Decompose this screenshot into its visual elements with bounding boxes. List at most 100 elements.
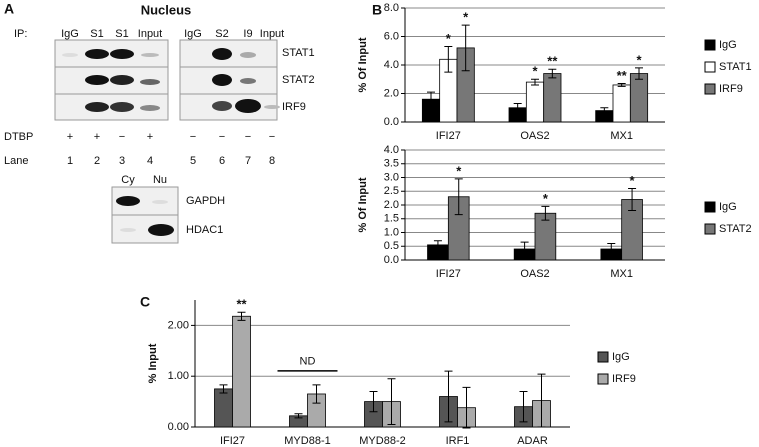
panel-label: C: [140, 294, 150, 310]
dtbp-sign: −: [119, 131, 125, 143]
legend-label: IgG: [719, 39, 737, 51]
panel-label: A: [4, 1, 14, 17]
protein-label: STAT1: [282, 47, 315, 59]
lane-number: 2: [94, 155, 100, 167]
lane-row-label: Lane: [4, 155, 28, 167]
legend-label: STAT2: [719, 223, 752, 235]
dtbp-sign: −: [269, 131, 275, 143]
error-bar: [433, 240, 442, 250]
x-tick-label: MYD88-2: [359, 435, 405, 447]
note-label: ND: [300, 356, 316, 368]
legend-swatch: [704, 83, 716, 95]
y-tick-label: 8.0: [384, 2, 399, 14]
dtbp-sign: +: [67, 131, 73, 143]
x-tick-label: IFI27: [436, 268, 461, 280]
legend-swatch: [704, 61, 716, 73]
y-tick-label: 3.5: [384, 158, 399, 170]
significance-label: *: [543, 191, 549, 206]
significance-label: *: [630, 173, 636, 188]
dtbp-sign: +: [147, 131, 153, 143]
dtbp-label: DTBP: [4, 131, 33, 143]
error-bar: [519, 390, 528, 423]
y-tick-label: 6.0: [384, 30, 399, 42]
y-tick-label: 2.5: [384, 185, 399, 197]
fraction-label: Cy: [121, 174, 135, 186]
legend-swatch: [704, 39, 716, 51]
x-tick-label: MYD88-1: [284, 435, 330, 447]
error-bar: [617, 83, 626, 87]
error-bar: [607, 243, 616, 255]
lane-number: 7: [245, 155, 251, 167]
error-bar: [537, 373, 546, 428]
significance-label: *: [532, 64, 538, 79]
lane-label: Input: [260, 28, 284, 40]
legend-swatch: [704, 223, 716, 235]
error-bar: [444, 45, 453, 73]
legend-label: IRF9: [719, 83, 743, 95]
lane-number: 8: [269, 155, 275, 167]
blot-title: Nucleus: [141, 2, 192, 17]
lane-label: I9: [243, 28, 252, 40]
y-axis-label: % Of Input: [357, 177, 369, 232]
legend-label: IRF9: [612, 373, 636, 385]
x-tick-label: IRF1: [446, 435, 470, 447]
y-tick-label: 4.0: [384, 59, 399, 71]
lane-number: 6: [219, 155, 225, 167]
error-bar: [541, 205, 550, 221]
x-tick-label: IFI27: [220, 435, 245, 447]
lane-label: S1: [115, 28, 128, 40]
dtbp-sign: +: [94, 131, 100, 143]
x-tick-label: IFI27: [436, 130, 461, 142]
error-bar: [237, 311, 246, 321]
significance-label: *: [463, 10, 469, 25]
y-tick-label: 0.0: [384, 254, 399, 266]
dtbp-sign: −: [190, 131, 196, 143]
y-tick-label: 4.0: [384, 144, 399, 156]
error-bar: [294, 413, 303, 419]
x-tick-label: MX1: [610, 130, 633, 142]
error-bar: [548, 68, 557, 79]
error-bar: [454, 178, 463, 216]
blot: [54, 39, 280, 121]
protein-label: STAT2: [282, 74, 315, 86]
fraction-blot: [111, 186, 179, 244]
error-bar: [369, 390, 378, 413]
x-tick-label: MX1: [610, 268, 633, 280]
lane-label: IgG: [184, 28, 202, 40]
y-tick-label: 3.0: [384, 171, 399, 183]
y-tick-label: 0.0: [384, 116, 399, 128]
protein-label: IRF9: [282, 101, 306, 113]
y-tick-label: 1.0: [384, 226, 399, 238]
lane-labels: IgG S1 S1 Input IgG S2 I9 Input: [61, 28, 284, 40]
lane-number: 5: [190, 155, 196, 167]
bar: [232, 315, 251, 428]
error-bar: [462, 386, 471, 429]
y-tick-label: 2.0: [384, 199, 399, 211]
error-bar: [635, 67, 643, 80]
fraction-label: Nu: [153, 174, 167, 186]
legend-label: IgG: [719, 201, 737, 213]
panel-label: B: [372, 2, 382, 18]
bar: [612, 84, 631, 123]
bar: [543, 73, 562, 123]
lane-label: Input: [138, 28, 162, 40]
y-tick-label: 2.00: [168, 319, 189, 331]
y-tick-label: 0.5: [384, 240, 399, 252]
legend-label: IgG: [612, 351, 630, 363]
fraction-protein: HDAC1: [186, 224, 223, 236]
error-bar: [531, 78, 539, 86]
bar: [629, 73, 649, 123]
y-tick-label: 0.00: [168, 421, 189, 433]
significance-label: *: [636, 52, 642, 67]
y-tick-label: 2.0: [384, 87, 399, 99]
lane-numbers: 1 2 3 4 5 6 7 8: [67, 155, 275, 167]
x-tick-label: OAS2: [520, 268, 549, 280]
error-bar: [513, 102, 522, 113]
significance-label: *: [446, 31, 452, 46]
lane-number: 4: [147, 155, 153, 167]
error-bar: [520, 241, 529, 257]
bar: [214, 388, 233, 428]
y-tick-label: 1.5: [384, 213, 399, 225]
error-bar: [219, 384, 228, 394]
error-bar: [628, 188, 637, 211]
